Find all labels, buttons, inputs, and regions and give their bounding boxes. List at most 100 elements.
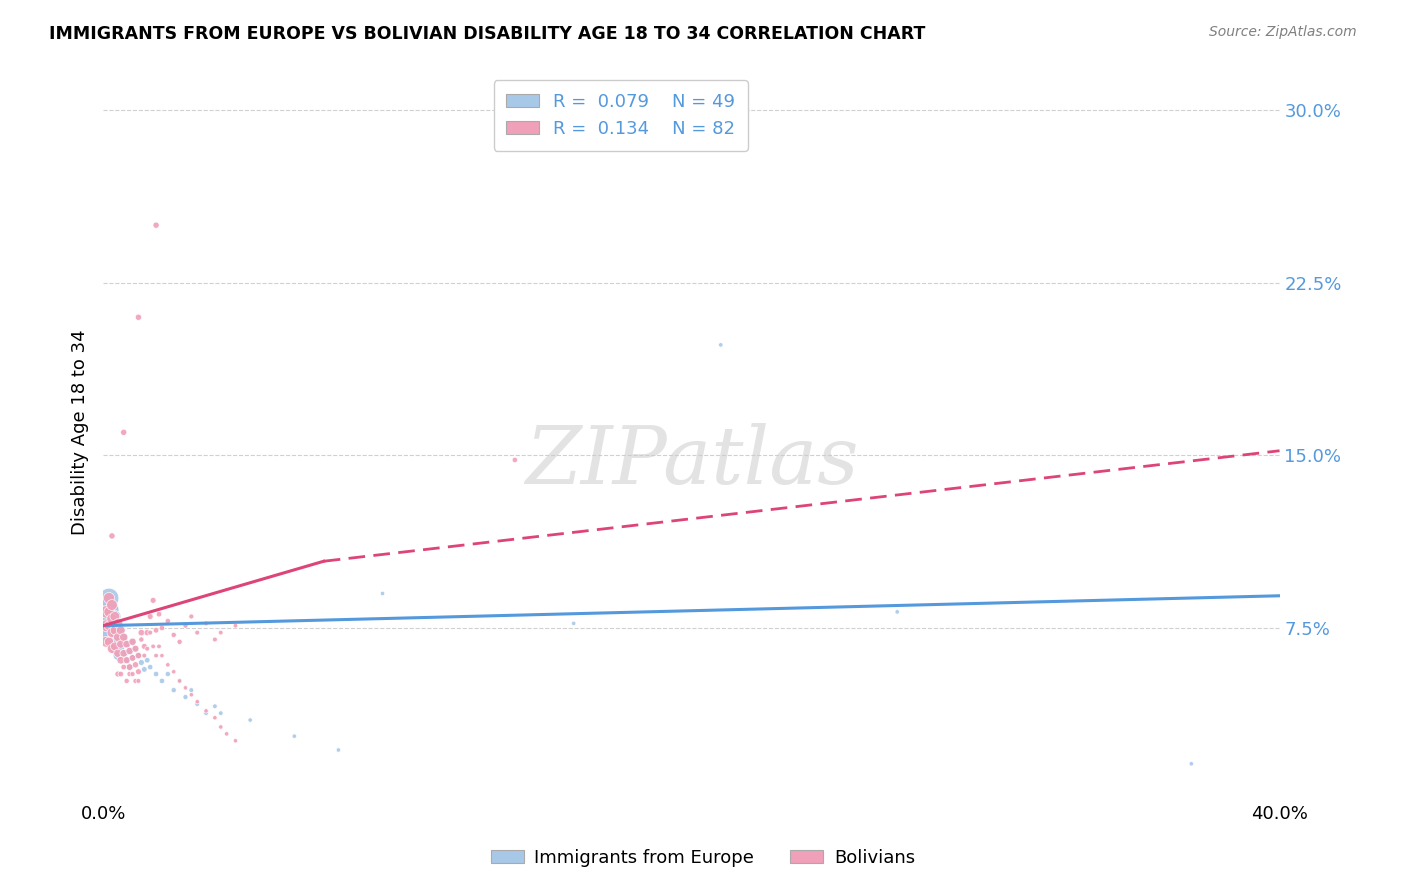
- Point: [180, 683, 202, 698]
- Point: [101, 612, 124, 626]
- Point: [204, 699, 226, 714]
- Point: [94, 618, 117, 632]
- Point: [124, 673, 146, 688]
- Point: [150, 621, 173, 635]
- Point: [174, 690, 197, 704]
- Point: [112, 646, 135, 660]
- Text: Source: ZipAtlas.com: Source: ZipAtlas.com: [1209, 25, 1357, 39]
- Point: [156, 667, 179, 681]
- Point: [145, 624, 167, 638]
- Point: [156, 614, 179, 628]
- Text: ZIPatlas: ZIPatlas: [524, 423, 858, 500]
- Point: [110, 640, 132, 654]
- Point: [110, 667, 132, 681]
- Point: [118, 644, 141, 658]
- Point: [115, 653, 138, 667]
- Point: [186, 695, 208, 709]
- Point: [98, 618, 121, 632]
- Point: [107, 632, 129, 647]
- Point: [142, 593, 165, 607]
- Point: [127, 648, 149, 663]
- Point: [110, 637, 132, 651]
- Point: [156, 657, 179, 672]
- Point: [110, 653, 132, 667]
- Point: [204, 711, 226, 725]
- Point: [112, 630, 135, 644]
- Point: [139, 609, 162, 624]
- Point: [134, 648, 156, 663]
- Point: [118, 660, 141, 674]
- Point: [127, 673, 149, 688]
- Point: [174, 681, 197, 695]
- Point: [94, 605, 117, 619]
- Point: [98, 612, 121, 626]
- Point: [118, 667, 141, 681]
- Point: [98, 591, 121, 605]
- Point: [101, 625, 124, 640]
- Point: [150, 648, 173, 663]
- Point: [136, 641, 159, 656]
- Point: [107, 616, 129, 631]
- Point: [121, 635, 143, 649]
- Point: [127, 648, 149, 663]
- Point: [195, 616, 218, 631]
- Point: [104, 640, 127, 654]
- Point: [136, 625, 159, 640]
- Point: [110, 624, 132, 638]
- Point: [127, 665, 149, 679]
- Point: [1180, 756, 1202, 771]
- Point: [145, 648, 167, 663]
- Point: [215, 727, 238, 741]
- Point: [107, 630, 129, 644]
- Point: [139, 660, 162, 674]
- Point: [121, 651, 143, 665]
- Point: [148, 640, 170, 654]
- Point: [112, 425, 135, 440]
- Point: [118, 644, 141, 658]
- Point: [110, 624, 132, 638]
- Point: [101, 602, 124, 616]
- Point: [115, 637, 138, 651]
- Point: [371, 586, 394, 600]
- Point: [127, 310, 149, 325]
- Point: [209, 720, 232, 734]
- Point: [94, 635, 117, 649]
- Point: [180, 688, 202, 702]
- Point: [169, 673, 191, 688]
- Point: [562, 616, 585, 631]
- Text: IMMIGRANTS FROM EUROPE VS BOLIVIAN DISABILITY AGE 18 TO 34 CORRELATION CHART: IMMIGRANTS FROM EUROPE VS BOLIVIAN DISAB…: [49, 25, 925, 43]
- Point: [142, 640, 165, 654]
- Point: [98, 605, 121, 619]
- Point: [124, 641, 146, 656]
- Point: [186, 697, 208, 711]
- Point: [104, 609, 127, 624]
- Point: [101, 641, 124, 656]
- Point: [112, 660, 135, 674]
- Point: [163, 628, 186, 642]
- Point: [124, 657, 146, 672]
- Point: [710, 338, 733, 352]
- Point: [150, 673, 173, 688]
- Point: [101, 635, 124, 649]
- Point: [121, 635, 143, 649]
- Point: [131, 625, 153, 640]
- Point: [121, 667, 143, 681]
- Point: [145, 218, 167, 232]
- Point: [209, 706, 232, 720]
- Point: [145, 667, 167, 681]
- Point: [195, 704, 218, 718]
- Point: [115, 673, 138, 688]
- Point: [224, 733, 246, 747]
- Point: [101, 598, 124, 612]
- Point: [118, 660, 141, 674]
- Point: [107, 646, 129, 660]
- Point: [131, 656, 153, 670]
- Point: [886, 605, 908, 619]
- Point: [104, 609, 127, 624]
- Point: [104, 624, 127, 638]
- Point: [186, 625, 208, 640]
- Point: [131, 632, 153, 647]
- Point: [115, 637, 138, 651]
- Point: [134, 662, 156, 676]
- Point: [112, 630, 135, 644]
